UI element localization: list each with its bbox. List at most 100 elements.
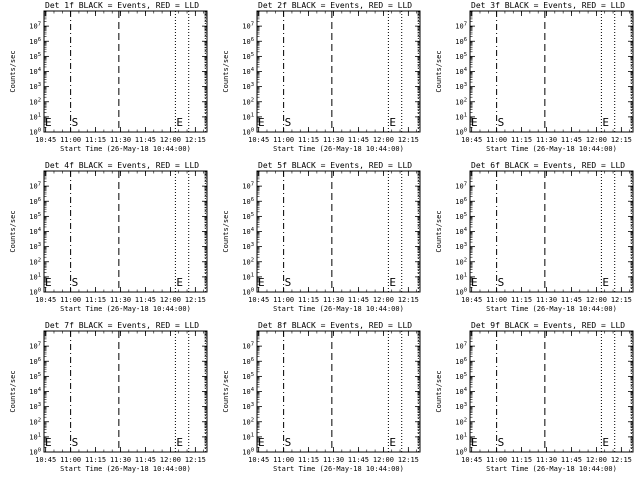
x-axis-label: Start Time (26-May-18 10:44:00) [273, 305, 404, 313]
x-axis-label: Start Time (26-May-18 10:44:00) [273, 145, 404, 153]
y-tick-label: 105 [29, 372, 41, 381]
time-marker-label: E [176, 276, 183, 289]
y-tick-label: 107 [242, 342, 254, 351]
plot-frame [43, 10, 208, 133]
y-tick-label: 105 [242, 372, 254, 381]
x-tick-label: 11:15 [511, 456, 532, 464]
y-tick-label: 101 [29, 272, 41, 281]
x-tick-label: 11:45 [561, 456, 582, 464]
y-tick-label: 101 [29, 112, 41, 121]
x-tick-label: 10:45 [461, 456, 482, 464]
chart-svg: Det 1f BLACK = Events, RED = LLD 100 101 10… [9, 1, 208, 153]
y-tick-label: 100 [242, 288, 254, 297]
x-tick-label: 10:45 [248, 456, 269, 464]
y-tick-label: 106 [455, 37, 467, 46]
chart-svg: Det 3f BLACK = Events, RED = LLD 100 101 10… [435, 1, 634, 153]
detector-panel: Det 8f BLACK = Events, RED = LLD 100 101 10… [213, 320, 426, 480]
y-tick-label: 104 [242, 387, 254, 396]
plot-frame [43, 170, 208, 293]
y-tick-label: 106 [242, 197, 254, 206]
y-tick-label: 103 [242, 402, 254, 411]
detector-panel: Det 6f BLACK = Events, RED = LLD 100 101 10… [426, 160, 639, 320]
x-axis-label: Start Time (26-May-18 10:44:00) [60, 465, 191, 473]
chart-title: Det 4f BLACK = Events, RED = LLD [45, 161, 199, 170]
plot-frame [256, 10, 421, 133]
y-axis-label: Counts/sec [9, 210, 17, 252]
x-tick-label: 10:45 [248, 136, 269, 144]
y-tick-label: 103 [455, 402, 467, 411]
y-tick-label: 104 [242, 67, 254, 76]
x-tick-label: 11:30 [110, 296, 131, 304]
x-tick-label: 11:00 [273, 456, 294, 464]
y-tick-label: 102 [29, 97, 41, 106]
x-tick-label: 11:00 [60, 296, 81, 304]
x-tick-label: 11:30 [110, 456, 131, 464]
chart-svg: Det 6f BLACK = Events, RED = LLD 100 101 10… [435, 161, 634, 313]
y-tick-label: 105 [29, 52, 41, 61]
y-tick-label: 102 [455, 257, 467, 266]
time-marker-label: E [471, 436, 478, 449]
detector-panel: Det 4f BLACK = Events, RED = LLD 100 101 10… [0, 160, 213, 320]
x-tick-label: 11:45 [135, 296, 156, 304]
chart-title: Det 9f BLACK = Events, RED = LLD [471, 321, 625, 330]
time-marker-label: E [389, 436, 396, 449]
time-marker-label: E [258, 276, 265, 289]
x-tick-label: 11:15 [511, 136, 532, 144]
x-tick-label: 11:00 [273, 136, 294, 144]
plot-frame [256, 330, 421, 453]
y-axis-label: Counts/sec [435, 210, 443, 252]
chart-svg: Det 4f BLACK = Events, RED = LLD 100 101 10… [9, 161, 208, 313]
x-tick-label: 11:15 [298, 296, 319, 304]
y-tick-label: 104 [455, 67, 467, 76]
x-tick-label: 11:45 [561, 136, 582, 144]
x-tick-label: 11:45 [135, 136, 156, 144]
y-tick-label: 106 [242, 357, 254, 366]
y-tick-label: 106 [455, 357, 467, 366]
plot-frame [469, 170, 634, 293]
y-tick-label: 100 [29, 448, 41, 457]
x-tick-label: 10:45 [35, 296, 56, 304]
time-marker-label: E [45, 276, 52, 289]
x-tick-label: 12:15 [611, 136, 632, 144]
time-marker-label: E [176, 436, 183, 449]
y-tick-label: 103 [455, 242, 467, 251]
x-tick-label: 11:30 [536, 456, 557, 464]
x-tick-label: 12:00 [586, 136, 607, 144]
x-tick-label: 11:15 [511, 296, 532, 304]
time-marker-label: E [176, 116, 183, 129]
time-marker-label: S [285, 436, 292, 449]
x-tick-label: 12:00 [160, 296, 181, 304]
y-tick-label: 100 [242, 128, 254, 137]
y-tick-label: 101 [455, 432, 467, 441]
chart-title: Det 6f BLACK = Events, RED = LLD [471, 161, 625, 170]
y-tick-label: 105 [29, 212, 41, 221]
x-tick-label: 11:00 [486, 456, 507, 464]
chart-svg: Det 7f BLACK = Events, RED = LLD 100 101 10… [9, 321, 208, 473]
plot-frame [469, 330, 634, 453]
y-tick-label: 107 [29, 22, 41, 31]
y-tick-label: 107 [455, 342, 467, 351]
x-tick-label: 11:30 [110, 136, 131, 144]
y-tick-label: 103 [455, 82, 467, 91]
time-marker-label: S [285, 276, 292, 289]
y-tick-label: 104 [29, 67, 41, 76]
y-tick-label: 100 [242, 448, 254, 457]
time-marker-label: S [72, 116, 79, 129]
y-tick-label: 100 [455, 288, 467, 297]
x-tick-label: 12:00 [373, 456, 394, 464]
y-tick-label: 101 [455, 112, 467, 121]
detector-panel: Det 7f BLACK = Events, RED = LLD 100 101 10… [0, 320, 213, 480]
time-marker-label: E [602, 276, 609, 289]
time-marker-label: S [498, 116, 505, 129]
y-tick-label: 101 [455, 272, 467, 281]
x-tick-label: 11:30 [536, 136, 557, 144]
y-tick-label: 105 [242, 212, 254, 221]
y-tick-label: 103 [29, 242, 41, 251]
time-marker-label: E [45, 436, 52, 449]
y-tick-label: 105 [455, 372, 467, 381]
y-tick-label: 102 [455, 97, 467, 106]
x-tick-label: 11:00 [486, 296, 507, 304]
y-tick-label: 102 [242, 257, 254, 266]
y-axis-label: Counts/sec [9, 50, 17, 92]
